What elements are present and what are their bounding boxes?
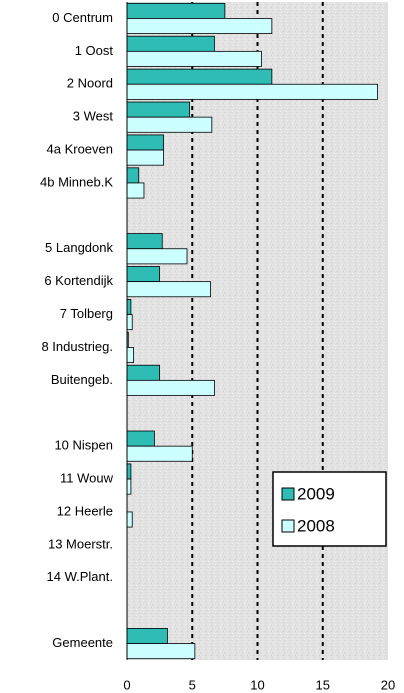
bar: [126, 35, 215, 52]
bar: [126, 50, 262, 67]
y-tick-label: 7 Tolberg: [60, 306, 113, 321]
bar: [126, 83, 378, 100]
bar: [126, 18, 273, 34]
bar: [126, 248, 188, 265]
y-tick-label: Gemeente: [52, 635, 113, 650]
bar: [126, 134, 164, 151]
bar: [126, 430, 155, 447]
y-tick-label: 13 Moerstr.: [48, 536, 113, 551]
y-tick-label: 1 Oost: [75, 43, 114, 58]
y-tick-label: 10 Nispen: [54, 438, 113, 453]
bar: [126, 445, 193, 462]
bar: [126, 68, 273, 85]
y-tick-label: 0 Centrum: [52, 10, 113, 25]
bar: [126, 233, 163, 250]
bar: [126, 149, 164, 166]
bar: [126, 379, 215, 396]
bar: [126, 167, 140, 184]
legend-box: [272, 471, 387, 547]
bar: [126, 463, 132, 480]
legend-label: 2008: [297, 516, 335, 535]
x-tick-label: 15: [316, 677, 330, 692]
bar: [126, 281, 211, 298]
x-tick-label: 10: [250, 677, 264, 692]
bar: [126, 347, 134, 363]
bar: [126, 101, 191, 118]
y-tick-label: 8 Industrieg.: [41, 339, 113, 354]
bar: [126, 364, 161, 381]
legend-swatch: [281, 487, 295, 501]
bar: [126, 511, 133, 528]
y-tick-label: 6 Kortendijk: [44, 273, 113, 288]
x-tick-label: 0: [123, 677, 130, 692]
bar: [126, 116, 213, 133]
y-tick-label: Buitengeb.: [51, 372, 113, 387]
bar: [126, 628, 168, 644]
y-tick-label: 14 W.Plant.: [47, 569, 113, 584]
x-tick-label: 5: [189, 677, 196, 692]
y-tick-label: 4b Minneb.K: [40, 174, 113, 189]
y-tick-label: 2 Noord: [67, 76, 113, 91]
y-tick-label: 5 Langdonk: [45, 240, 113, 255]
y-tick-label: 12 Heerle: [57, 503, 113, 518]
x-tick-label: 20: [381, 677, 395, 692]
bar: [126, 299, 132, 315]
y-tick-label: 4a Kroeven: [47, 141, 114, 156]
y-tick-label: 11 Wouw: [60, 470, 114, 485]
bar: [126, 478, 132, 495]
bar: [126, 643, 196, 660]
bar: [126, 2, 226, 19]
y-tick-label: 3 West: [73, 109, 114, 124]
bar: [126, 314, 133, 331]
bar: [126, 266, 161, 283]
legend-swatch: [281, 519, 295, 533]
bar: [126, 182, 145, 199]
legend-label: 2009: [297, 484, 335, 503]
